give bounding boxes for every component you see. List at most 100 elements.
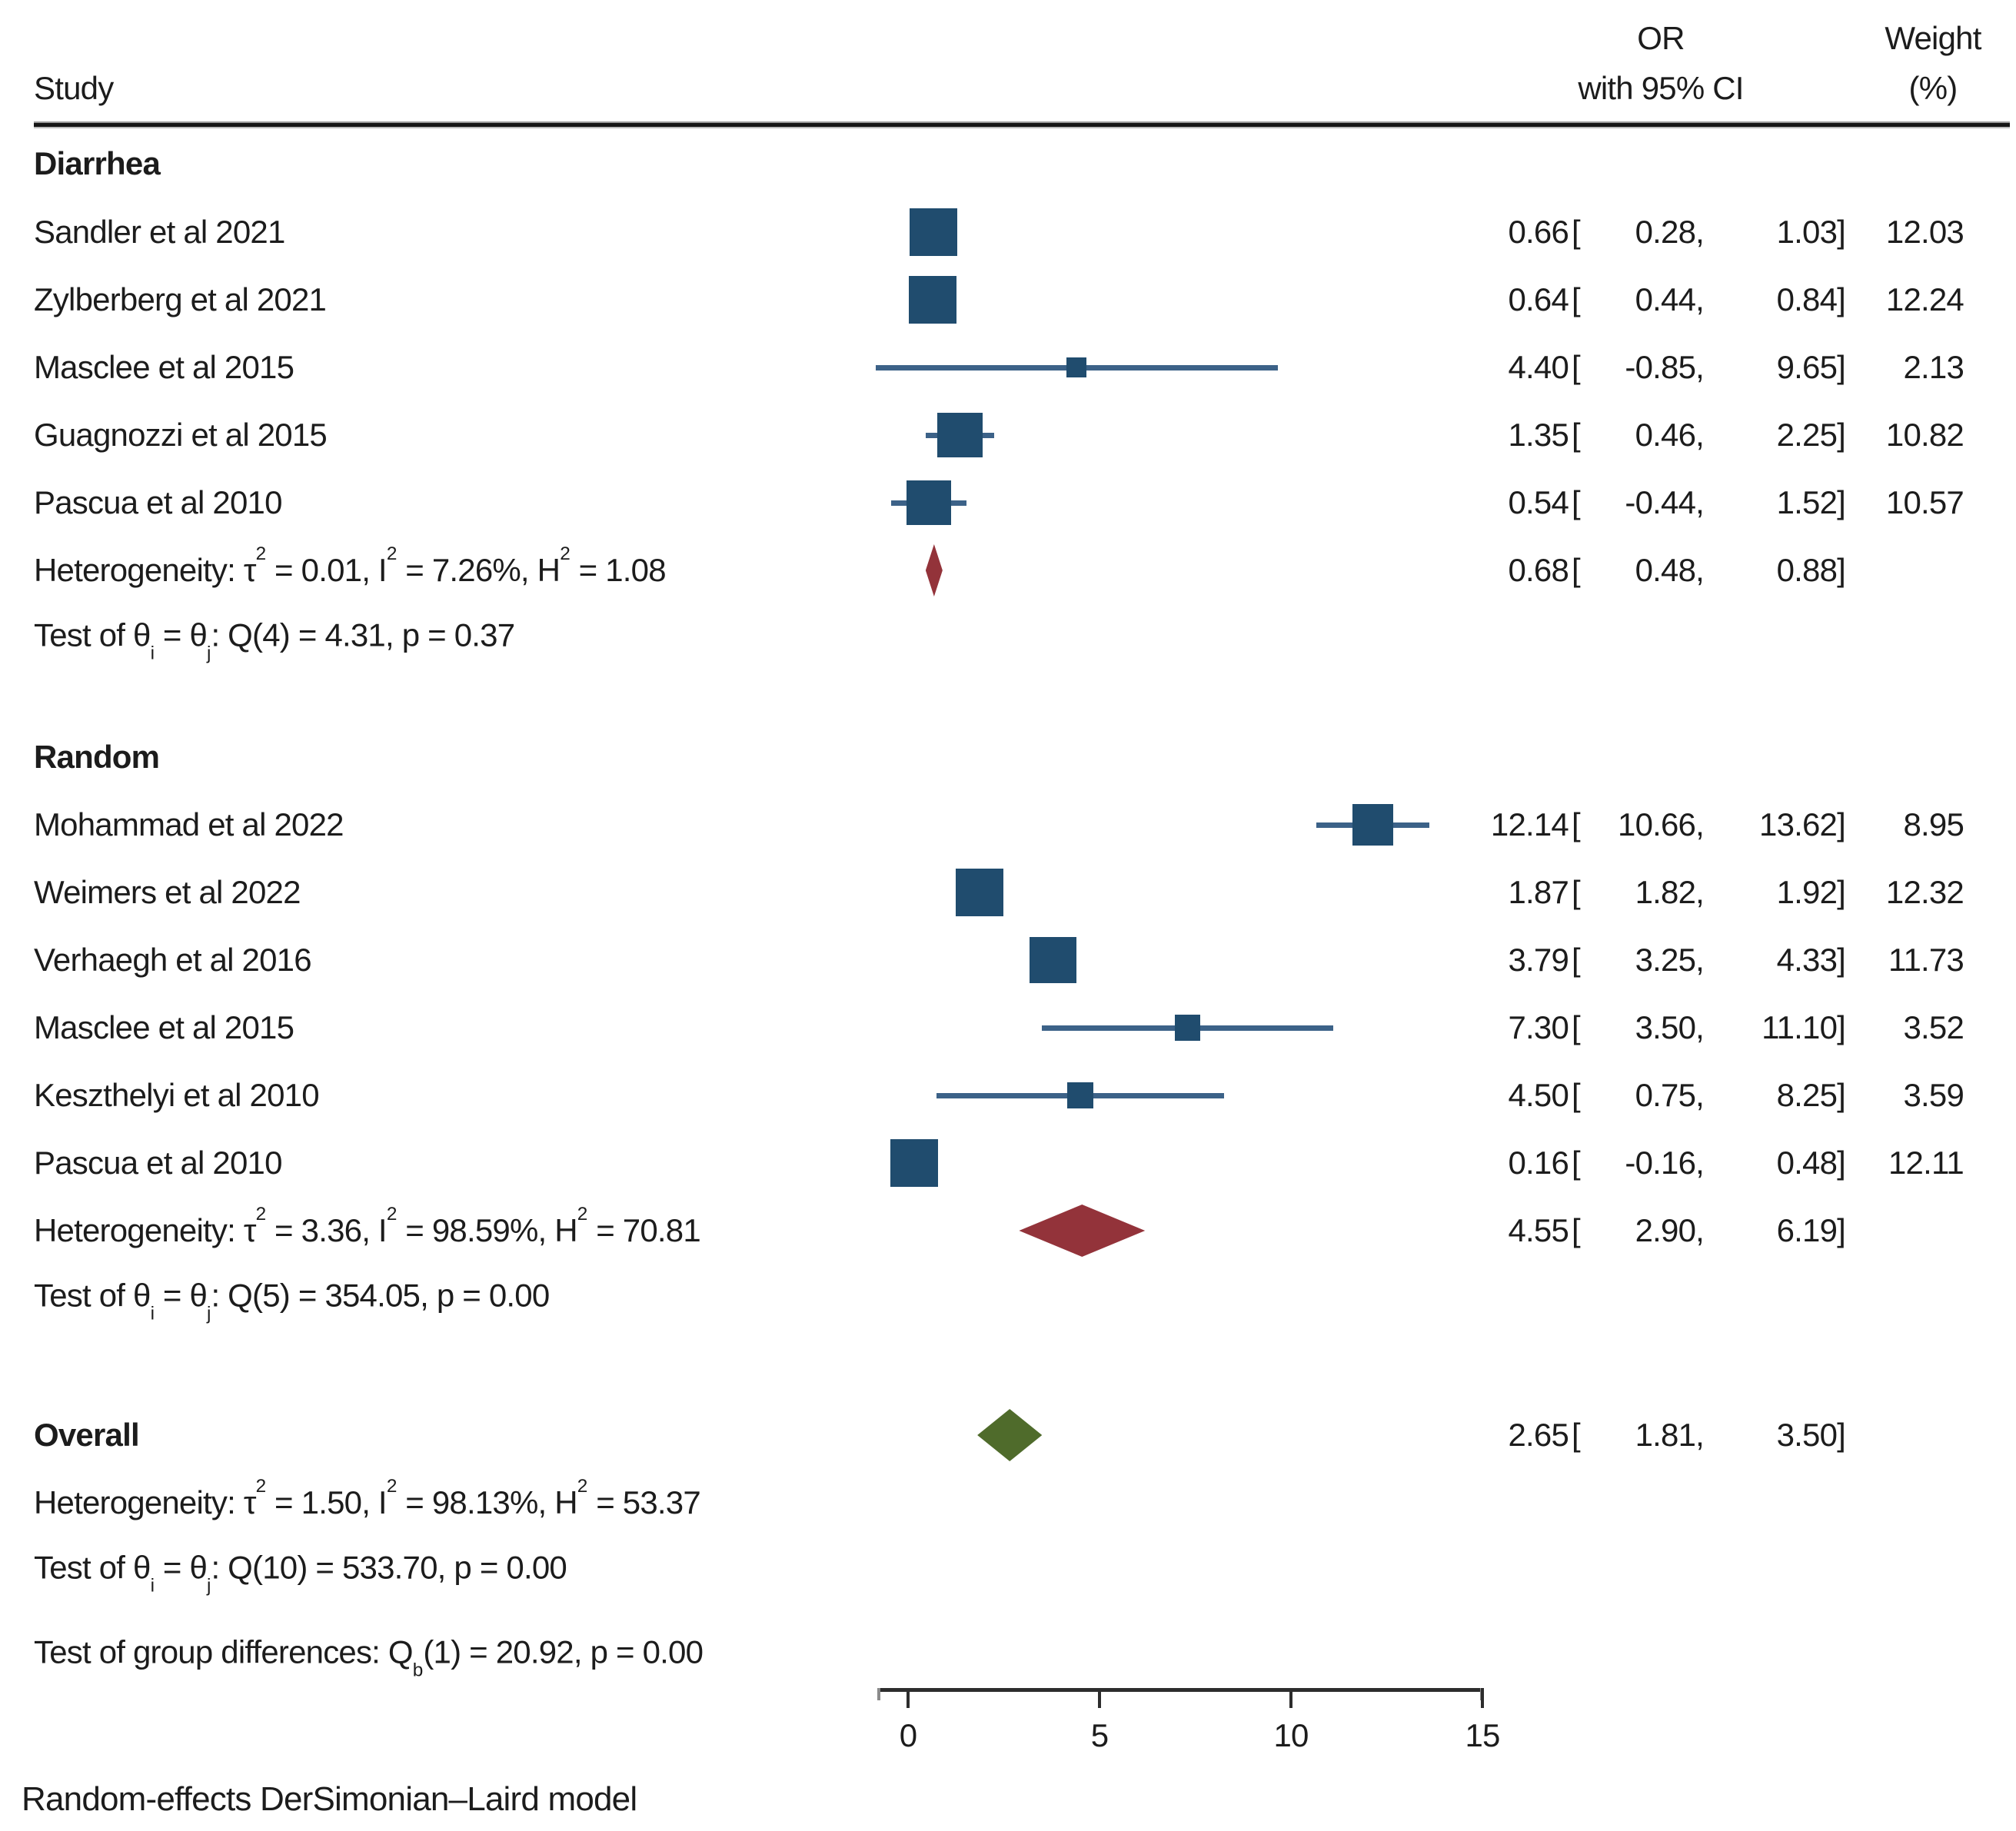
axis-end-cap xyxy=(877,1688,880,1700)
study-bracket: [ xyxy=(1572,1076,1581,1113)
heterogeneity-text: Heterogeneity: τ2 = 3.36, I2 = 98.59%, H… xyxy=(34,1203,701,1248)
study-label: Guagnozzi et al 2015 xyxy=(34,416,328,453)
study-ci-low: 0.75, xyxy=(1635,1076,1705,1113)
study-ci-high: 0.48] xyxy=(1776,1144,1846,1181)
weight-value: 12.24 xyxy=(1885,281,1964,317)
study-ci-low: -0.16, xyxy=(1625,1144,1704,1181)
axis-tick xyxy=(1289,1688,1292,1708)
summary-diamond xyxy=(1019,1205,1146,1257)
study-ci-low: 0.44, xyxy=(1635,281,1705,317)
summary-bracket: [ xyxy=(1572,1211,1581,1248)
axis-tick-label: 5 xyxy=(1090,1717,1109,1753)
study-label: Mohammad et al 2022 xyxy=(34,806,344,842)
weight-value: 12.32 xyxy=(1885,873,1964,910)
study-bracket: [ xyxy=(1572,873,1581,910)
study-or-estimate: 4.40 xyxy=(1508,348,1569,385)
overall-or-estimate: 2.65 xyxy=(1508,1416,1569,1453)
summary-diamond xyxy=(977,1409,1043,1461)
axis-tick xyxy=(907,1688,910,1708)
weight-value: 12.11 xyxy=(1888,1144,1964,1181)
or-column-header-line1: OR xyxy=(1637,19,1685,56)
study-ci-low: 10.66, xyxy=(1618,806,1705,842)
summary-bracket: [ xyxy=(1572,551,1581,588)
overall-bracket: [ xyxy=(1572,1416,1581,1453)
effect-square xyxy=(1066,357,1087,377)
study-ci-high: 4.33] xyxy=(1776,941,1846,978)
study-bracket: [ xyxy=(1572,806,1581,842)
weight-value: 2.13 xyxy=(1903,348,1964,385)
axis-tick-label: 0 xyxy=(899,1717,917,1753)
study-or-estimate: 4.50 xyxy=(1508,1076,1569,1113)
theta-test-text: Test of θi = θj: Q(5) = 354.05, p = 0.00 xyxy=(34,1277,550,1324)
effect-square xyxy=(908,275,956,324)
or-column-header-line2: with 95% CI xyxy=(1578,69,1744,106)
effect-square xyxy=(936,412,983,458)
diamond-shape xyxy=(977,1409,1043,1461)
effect-square xyxy=(1352,804,1394,846)
weight-value: 11.73 xyxy=(1888,941,1964,978)
study-ci-high: 0.84] xyxy=(1776,281,1846,317)
study-or-estimate: 0.16 xyxy=(1508,1144,1569,1181)
study-label: Masclee et al 2015 xyxy=(34,348,294,385)
study-ci-high: 8.25] xyxy=(1776,1076,1846,1113)
weight-value: 3.59 xyxy=(1903,1076,1964,1113)
effect-square xyxy=(1030,936,1077,984)
study-bracket: [ xyxy=(1572,1009,1581,1045)
effect-square xyxy=(906,480,951,525)
overall-ci-high: 3.50] xyxy=(1776,1416,1846,1453)
study-ci-low: -0.85, xyxy=(1625,348,1704,385)
study-ci-low: 1.82, xyxy=(1635,873,1705,910)
study-ci-high: 11.10] xyxy=(1762,1009,1846,1045)
summary-or-estimate: 4.55 xyxy=(1508,1211,1569,1248)
study-bracket: [ xyxy=(1572,484,1581,520)
study-ci-high: 2.25] xyxy=(1776,416,1846,453)
axis-tick xyxy=(1098,1688,1101,1708)
axis-line xyxy=(877,1688,1483,1692)
effect-square xyxy=(909,208,957,256)
study-label: Sandler et al 2021 xyxy=(34,213,285,250)
study-label: Keszthelyi et al 2010 xyxy=(34,1076,320,1113)
study-bracket: [ xyxy=(1572,416,1581,453)
study-label: Zylberberg et al 2021 xyxy=(34,281,327,317)
overall-ci-low: 1.81, xyxy=(1635,1416,1705,1453)
study-label: Pascua et al 2010 xyxy=(34,1144,282,1181)
diamond-shape xyxy=(1019,1205,1146,1257)
summary-ci-high: 0.88] xyxy=(1776,551,1846,588)
study-ci-low: 3.50, xyxy=(1635,1009,1705,1045)
overall-heterogeneity-text: Heterogeneity: τ2 = 1.50, I2 = 98.13%, H… xyxy=(34,1475,701,1520)
study-ci-high: 1.03] xyxy=(1776,213,1846,250)
overall-label: Overall xyxy=(34,1416,140,1453)
footer-note: Random-effects DerSimonian–Laird model xyxy=(22,1780,637,1818)
group-label: Random xyxy=(34,738,160,775)
weight-value: 10.57 xyxy=(1885,484,1964,520)
study-ci-low: 3.25, xyxy=(1635,941,1705,978)
study-or-estimate: 0.64 xyxy=(1508,281,1569,317)
study-label: Weimers et al 2022 xyxy=(34,873,301,910)
study-label: Pascua et al 2010 xyxy=(34,484,282,520)
study-bracket: [ xyxy=(1572,281,1581,317)
effect-square xyxy=(1174,1015,1201,1041)
axis-tick-label: 15 xyxy=(1465,1717,1500,1753)
diamond-shape xyxy=(925,544,943,596)
study-or-estimate: 0.66 xyxy=(1508,213,1569,250)
study-bracket: [ xyxy=(1572,941,1581,978)
study-label: Verhaegh et al 2016 xyxy=(34,941,312,978)
study-or-estimate: 3.79 xyxy=(1508,941,1569,978)
study-ci-low: 0.46, xyxy=(1635,416,1705,453)
study-column-header: Study xyxy=(34,69,114,106)
study-ci-high: 1.52] xyxy=(1776,484,1846,520)
weight-value: 10.82 xyxy=(1885,416,1964,453)
weight-column-header-line2: (%) xyxy=(1908,69,1958,106)
axis-tick-label: 10 xyxy=(1273,1717,1309,1753)
study-or-estimate: 1.35 xyxy=(1508,416,1569,453)
study-ci-high: 9.65] xyxy=(1776,348,1846,385)
axis-tick xyxy=(1481,1688,1484,1708)
study-bracket: [ xyxy=(1572,213,1581,250)
study-or-estimate: 1.87 xyxy=(1508,873,1569,910)
weight-value: 3.52 xyxy=(1903,1009,1964,1045)
study-ci-high: 1.92] xyxy=(1776,873,1846,910)
study-bracket: [ xyxy=(1572,1144,1581,1181)
header-rule xyxy=(34,121,2010,128)
effect-square xyxy=(955,868,1004,917)
